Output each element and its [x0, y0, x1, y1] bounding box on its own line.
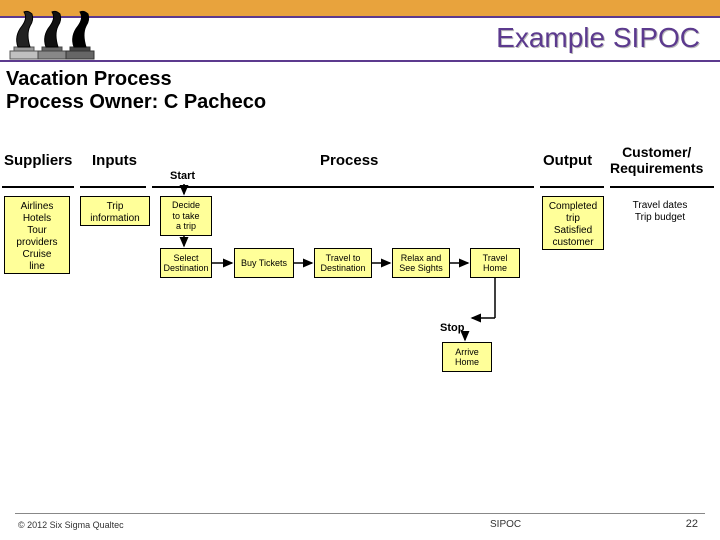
- flow-stop: Stop: [440, 322, 464, 334]
- box-inputs: Trip information: [80, 196, 150, 226]
- copyright: © 2012 Six Sigma Qualtec: [18, 520, 124, 530]
- accent-bar: [0, 0, 720, 18]
- subtitle: Vacation Process Process Owner: C Pachec…: [6, 68, 266, 114]
- flow-relax: Relax and See Sights: [392, 248, 450, 278]
- line-output: [540, 186, 604, 188]
- flow-travelhome: Travel Home: [470, 248, 520, 278]
- box-output: Completed trip Satisfied customer: [542, 196, 604, 250]
- page-title: Example SIPOC: [496, 22, 700, 54]
- line-customer: [610, 186, 714, 188]
- line-inputs: [80, 186, 146, 188]
- title-underline: [0, 60, 720, 62]
- line-process: [152, 186, 534, 188]
- box-suppliers: Airlines Hotels Tour providers Cruise li…: [4, 196, 70, 274]
- flow-arrive: Arrive Home: [442, 342, 492, 372]
- logo-icon: [8, 6, 108, 61]
- subtitle-line1: Vacation Process: [6, 68, 172, 90]
- box-customer: Travel dates Trip budget: [620, 196, 700, 226]
- header-customer: Customer/ Requirements: [610, 144, 703, 176]
- flow-buy: Buy Tickets: [234, 248, 294, 278]
- flow-decide: Decide to take a trip: [160, 196, 212, 236]
- flow-select: Select Destination: [160, 248, 212, 278]
- flow-start: Start: [170, 170, 195, 182]
- subtitle-line2: Process Owner: C Pacheco: [6, 91, 266, 113]
- header-process: Process: [320, 152, 378, 169]
- page-number: 22: [686, 518, 698, 530]
- header-output: Output: [543, 152, 592, 169]
- footer-label: SIPOC: [490, 519, 521, 530]
- header-suppliers: Suppliers: [4, 152, 72, 169]
- footer-line: [15, 513, 705, 514]
- flow-travelto: Travel to Destination: [314, 248, 372, 278]
- line-suppliers: [2, 186, 74, 188]
- header-inputs: Inputs: [92, 152, 137, 169]
